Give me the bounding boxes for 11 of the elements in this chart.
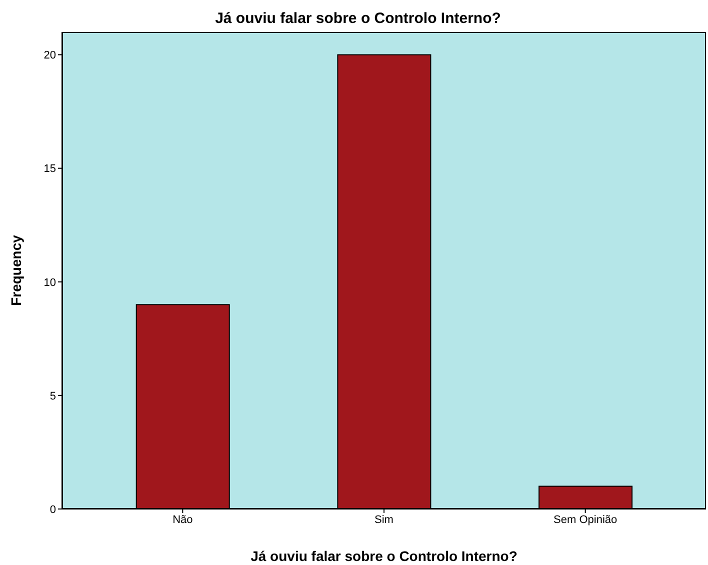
y-tick-label: 5 [50,390,56,402]
x-tick-label: Sem Opinião [554,514,618,526]
y-tick-label: 10 [44,276,56,289]
y-axis-title: Frequency [8,234,24,306]
x-tick-label: Sim [374,514,394,526]
y-tick-label: 20 [44,50,56,62]
chart-title: Já ouviu falar sobre o Controlo Interno? [214,9,502,29]
x-axis-title: Já ouviu falar sobre o Controlo Interno? [250,548,518,564]
y-tick-label: 0 [50,504,56,516]
x-tick-label: Não [172,514,193,526]
y-tick-label: 15 [44,163,56,176]
